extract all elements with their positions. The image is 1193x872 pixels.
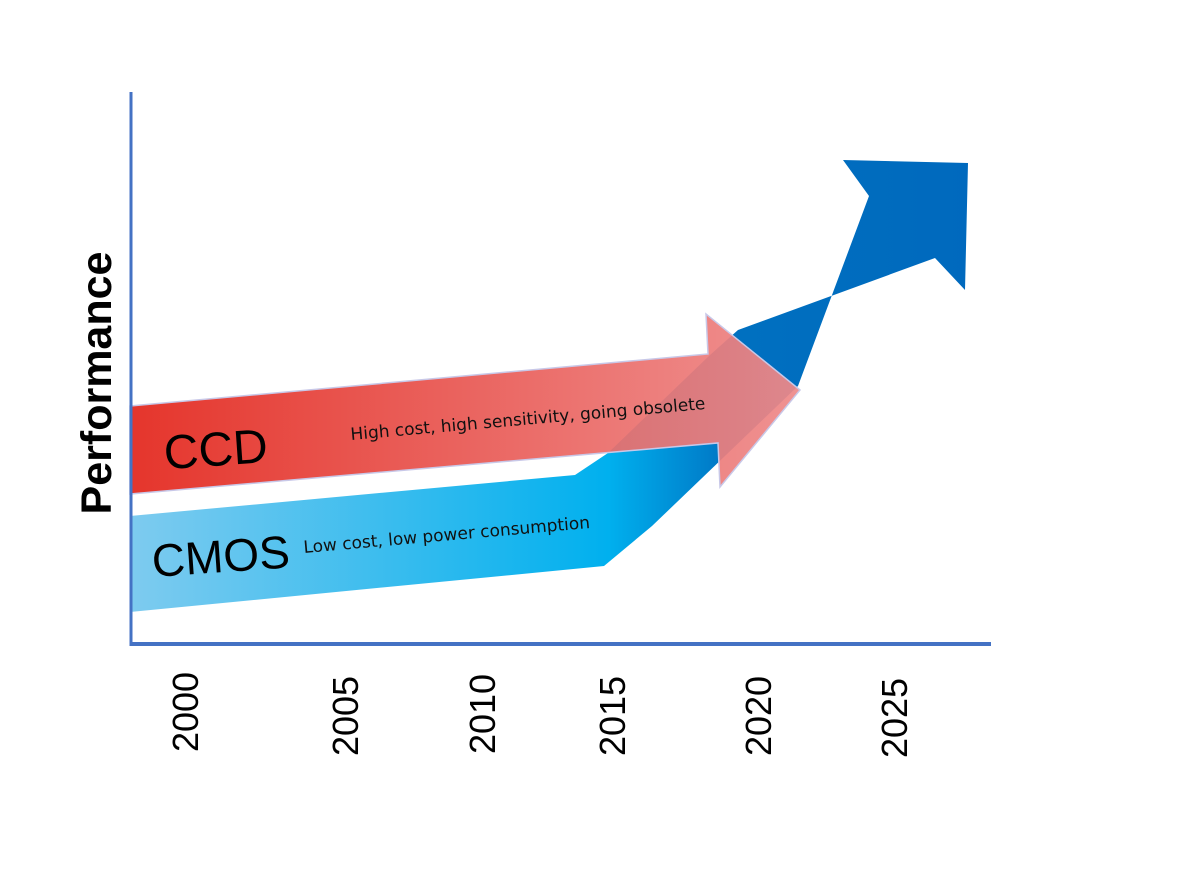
x-tick-label: 2015	[592, 676, 633, 756]
ccd-label: CCD	[162, 420, 269, 480]
x-tick-label: 2020	[738, 676, 779, 756]
ccd-arrow	[129, 312, 802, 495]
y-axis-label: Performance	[73, 252, 121, 515]
x-tick-label: 2005	[325, 676, 366, 756]
x-tick-label: 2000	[165, 672, 206, 752]
x-tick-label: 2025	[874, 678, 915, 758]
x-tick-label: 2010	[462, 674, 503, 754]
cmos-label: CMOS	[150, 525, 291, 586]
cmos-arrow	[130, 160, 968, 612]
